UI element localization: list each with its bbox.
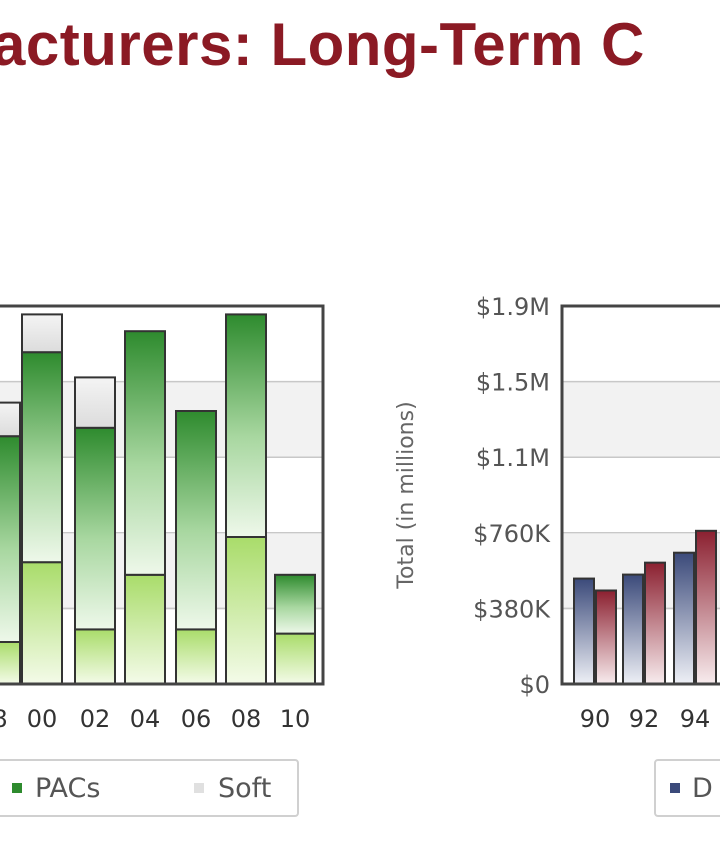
y-tick-label: $1.5M [476, 369, 550, 397]
x-tick-label: 8 [0, 705, 8, 733]
right-y-axis-label: Total (in millions) [394, 401, 419, 589]
right-y-ticks: $1.9M $1.5M $1.1M $760K $380K $0 [473, 293, 551, 699]
y-tick-label: $380K [473, 595, 551, 623]
bar-dem [573, 577, 595, 686]
y-tick-label: $1.9M [476, 293, 550, 321]
page-title: acturers: Long-Term C [0, 11, 645, 78]
bar-rep [695, 529, 717, 686]
y-tick-label: $1.1M [476, 444, 550, 472]
bar-rep [595, 589, 617, 686]
y-tick-label: $760K [473, 520, 551, 548]
bar-segment-pacs [74, 426, 116, 631]
x-tick-label: 02 [80, 705, 111, 733]
legend-swatch-soft [194, 783, 204, 793]
bar-segment-soft [0, 401, 21, 438]
bar-rep [644, 561, 666, 685]
bar-segment-soft [74, 376, 116, 429]
bar-segment-lower [0, 641, 21, 685]
y-tick-label: $0 [519, 671, 550, 699]
bar-segment-lower [74, 628, 116, 686]
bar-dem [673, 551, 695, 686]
bar-segment-lower [124, 573, 166, 685]
legend-label-pacs: PACs [35, 773, 100, 804]
x-tick-label: 90 [580, 705, 611, 733]
legend-swatch-pacs [12, 783, 22, 793]
bar-dem [622, 573, 644, 685]
bar-segment-pacs [175, 410, 217, 631]
bar-segment-pacs [274, 573, 316, 635]
legend-label-soft: Soft [218, 773, 271, 804]
bar-segment-pacs [124, 330, 166, 576]
right-x-ticks: 90 92 94 [580, 705, 711, 733]
legend-label-dem: D [692, 773, 713, 804]
left-plot-frame [0, 304, 325, 686]
right-plot-frame [560, 304, 720, 686]
right-legend: D [654, 759, 720, 817]
x-tick-label: 00 [27, 705, 58, 733]
x-tick-label: 08 [231, 705, 262, 733]
bar-segment-pacs [0, 435, 21, 644]
left-x-ticks: 8 00 02 04 06 08 10 [0, 705, 310, 733]
left-chart: 8 00 02 04 06 08 10 PACs Soft [0, 304, 325, 817]
right-legend-box [654, 759, 720, 817]
legend-swatch-dem [670, 783, 680, 793]
x-tick-label: 10 [280, 705, 311, 733]
right-chart: $1.9M $1.5M $1.1M $760K $380K $0 90 92 94 Total… [394, 293, 720, 817]
bar-segment-pacs [225, 313, 267, 538]
x-tick-label: 92 [629, 705, 660, 733]
right-grid-band [562, 382, 720, 458]
bar-segment-soft [21, 313, 63, 354]
bar-segment-lower [21, 561, 63, 686]
bar-segment-pacs [21, 351, 63, 564]
bar-segment-lower [175, 628, 217, 686]
bar-segment-lower [225, 536, 267, 685]
left-bars [0, 313, 316, 686]
bar-segment-lower [274, 632, 316, 685]
left-legend: PACs Soft [0, 759, 299, 817]
x-tick-label: 06 [181, 705, 212, 733]
x-tick-label: 94 [680, 705, 711, 733]
left-legend-box [0, 759, 299, 817]
x-tick-label: 04 [130, 705, 161, 733]
right-bars [573, 529, 717, 686]
